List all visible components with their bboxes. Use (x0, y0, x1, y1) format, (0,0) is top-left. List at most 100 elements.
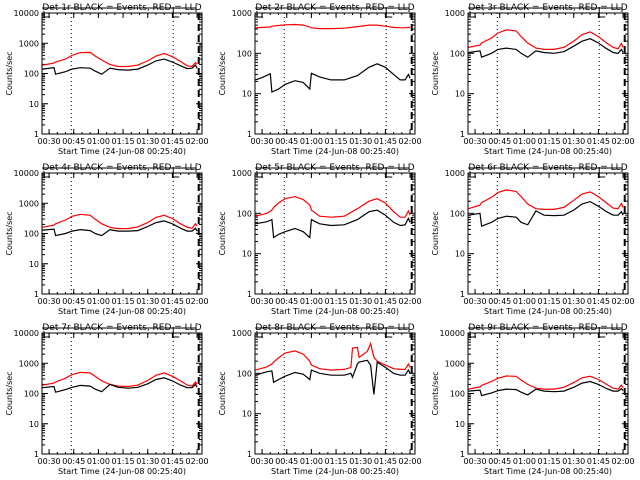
x-tick-label: 01:45 (161, 457, 184, 466)
x-tick-label: 02:00 (399, 457, 422, 466)
series-lld (468, 29, 624, 50)
top-bracket (255, 167, 410, 172)
x-axis-label: Start Time (24-Jun-08 00:25:40) (58, 467, 186, 476)
x-tick-label: 01:00 (300, 137, 323, 146)
y-tick-label: 1 (34, 450, 39, 459)
y-tick-label: 100 (450, 209, 465, 218)
x-tick-label: 01:45 (587, 457, 610, 466)
y-tick-label: 10 (455, 90, 465, 99)
x-tick-label: 02:00 (612, 457, 635, 466)
y-tick-label: 1000 (232, 329, 252, 338)
plot-frame (41, 332, 203, 455)
y-axis-label: Counts/sec (5, 211, 14, 255)
x-tick-label: 01:15 (325, 457, 348, 466)
x-tick-label: 00:30 (251, 457, 274, 466)
x-tick-label: 00:30 (251, 297, 274, 306)
y-tick-label: 10 (29, 260, 39, 269)
x-tick-label: 01:15 (538, 137, 561, 146)
x-tick-label: 00:45 (62, 457, 85, 466)
plot-frame (467, 172, 629, 295)
series-lld (468, 189, 624, 210)
panel-det6r: Det 6r BLACK = Events, RED = LLD11010010… (431, 163, 635, 316)
top-bracket (255, 327, 410, 332)
y-tick-label: 10000 (440, 329, 465, 338)
x-tick-label: 00:45 (488, 137, 511, 146)
y-tick-label: 10 (242, 250, 252, 259)
x-axis-label: Start Time (24-Jun-08 00:25:40) (271, 307, 399, 316)
y-tick-label: 100 (450, 49, 465, 58)
top-marker (385, 167, 393, 178)
x-tick-label: 01:15 (112, 457, 135, 466)
y-axis-label: Counts/sec (5, 51, 14, 95)
series-lld (468, 375, 624, 390)
top-bracket (468, 327, 623, 332)
x-tick-label: 01:45 (161, 137, 184, 146)
top-marker (598, 167, 606, 178)
y-tick-label: 10000 (14, 9, 39, 18)
series-events (468, 380, 624, 397)
x-tick-label: 01:00 (87, 137, 110, 146)
y-axis-label: Counts/sec (218, 211, 227, 255)
series-events (255, 359, 411, 395)
y-axis-label: Counts/sec (431, 51, 440, 95)
x-tick-label: 02:00 (612, 137, 635, 146)
x-tick-label: 01:30 (562, 297, 585, 306)
y-axis-label: Counts/sec (218, 51, 227, 95)
x-tick-label: 00:30 (38, 457, 61, 466)
x-tick-label: 02:00 (186, 137, 209, 146)
series-events (42, 220, 198, 237)
y-tick-label: 100 (24, 230, 39, 239)
x-tick-label: 02:00 (399, 137, 422, 146)
top-marker (385, 7, 393, 18)
series-lld (255, 195, 411, 218)
plot-frame (41, 12, 203, 135)
y-tick-label: 10000 (14, 329, 39, 338)
panel-det8r: Det 8r BLACK = Events, RED = LLD11010010… (218, 323, 422, 476)
top-marker (385, 327, 393, 338)
panel-det9r: Det 9r BLACK = Events, RED = LLD11010010… (431, 323, 635, 476)
y-tick-label: 1 (460, 450, 465, 459)
x-tick-label: 01:15 (325, 297, 348, 306)
x-tick-label: 00:45 (275, 297, 298, 306)
y-tick-label: 10 (29, 420, 39, 429)
x-tick-label: 01:15 (112, 137, 135, 146)
x-tick-label: 01:45 (374, 297, 397, 306)
x-tick-label: 00:45 (62, 297, 85, 306)
top-bracket (42, 167, 197, 172)
y-axis-label: Counts/sec (431, 371, 440, 415)
y-tick-label: 10000 (14, 169, 39, 178)
y-tick-label: 1 (247, 130, 252, 139)
series-lld (42, 213, 198, 230)
x-tick-label: 00:45 (275, 137, 298, 146)
y-tick-label: 1 (34, 130, 39, 139)
y-tick-label: 1000 (445, 169, 465, 178)
plot-frame (254, 332, 416, 455)
top-bracket (468, 167, 623, 172)
top-marker (469, 331, 476, 338)
y-axis-label: Counts/sec (431, 211, 440, 255)
x-axis-label: Start Time (24-Jun-08 00:25:40) (484, 467, 612, 476)
x-tick-label: 00:30 (38, 137, 61, 146)
x-tick-label: 00:45 (488, 297, 511, 306)
y-tick-label: 100 (24, 70, 39, 79)
x-tick-label: 01:00 (513, 137, 536, 146)
x-tick-label: 01:00 (300, 457, 323, 466)
y-axis-label: Counts/sec (218, 371, 227, 415)
y-tick-label: 1000 (19, 199, 39, 208)
y-tick-label: 100 (237, 49, 252, 58)
top-marker (256, 11, 263, 18)
y-tick-label: 10 (242, 90, 252, 99)
top-marker (256, 331, 263, 338)
panel-det5r: Det 5r BLACK = Events, RED = LLD11010010… (218, 163, 422, 316)
y-tick-label: 10 (455, 250, 465, 259)
x-tick-label: 01:15 (538, 457, 561, 466)
x-tick-label: 00:30 (251, 137, 274, 146)
x-tick-label: 01:45 (587, 137, 610, 146)
x-tick-label: 00:30 (464, 297, 487, 306)
top-marker (469, 171, 476, 178)
panel-det1r: Det 1r BLACK = Events, RED = LLD11010010… (5, 3, 209, 156)
x-tick-label: 01:15 (112, 297, 135, 306)
top-marker (43, 11, 50, 18)
y-tick-label: 10 (455, 420, 465, 429)
plot-frame (467, 12, 629, 135)
